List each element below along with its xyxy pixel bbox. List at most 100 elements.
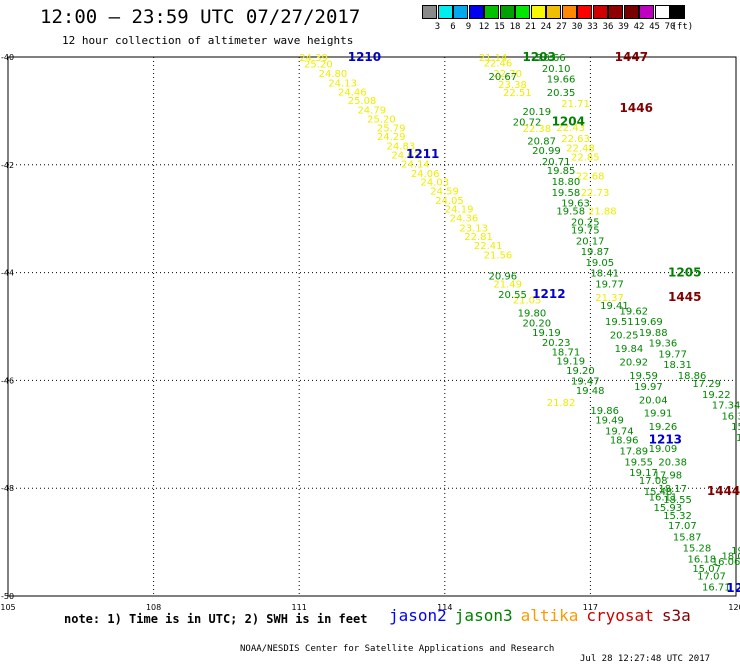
wave-height-value: 20.72 — [513, 118, 542, 129]
wave-height-value: 20.20 — [522, 319, 551, 330]
wave-height-value: 22.73 — [581, 188, 610, 199]
legend-label: 21 — [525, 22, 536, 32]
wave-height-value: 16.31 — [721, 411, 740, 422]
wave-height-value: 21.88 — [588, 207, 617, 218]
y-tick-label: -42 — [1, 161, 14, 170]
wave-height-value: 24.19 — [445, 204, 474, 215]
wave-height-value: 16.11 — [649, 492, 678, 503]
wave-height-value: 21.56 — [484, 250, 513, 261]
legend-label: 70 — [664, 22, 676, 32]
pass-number: 1212 — [532, 287, 565, 301]
legend-swatch — [577, 5, 592, 19]
wave-height-value: 22.41 — [474, 241, 503, 252]
wave-height-value: 19.09 — [649, 444, 678, 455]
wave-height-value: 22.46 — [484, 58, 513, 69]
wave-height-value: 25.08 — [348, 96, 377, 107]
wave-height-value: 24.06 — [411, 169, 440, 180]
wave-height-value: 20.17 — [576, 236, 605, 247]
legend-swatch — [561, 5, 577, 19]
wave-height-value: 21.37 — [595, 293, 624, 304]
pass-number: 1444 — [707, 484, 740, 498]
legend-label: 9 — [465, 22, 472, 32]
wave-height-value: 20.92 — [620, 358, 649, 369]
wave-height-value: 19.51 — [605, 317, 634, 328]
wave-height-value: 19.85 — [547, 166, 576, 177]
x-tick-label: 117 — [583, 603, 598, 612]
wave-height-value: 20.04 — [639, 395, 668, 406]
legend-label: 30 — [571, 22, 583, 32]
wave-height-value: 24.80 — [319, 69, 348, 80]
pass-number: 1206 — [726, 581, 740, 595]
wave-height-value: 22.43 — [556, 123, 585, 134]
legend-label: 18 — [509, 22, 521, 32]
wave-height-value: 17.89 — [620, 446, 649, 457]
satellite-jason2: jason2 — [389, 606, 447, 625]
wave-height-value: 19.05 — [586, 258, 615, 269]
wave-height-value: 18.00 — [721, 552, 740, 563]
legend-swatch — [437, 5, 453, 19]
wave-height-value: 19.19 — [532, 328, 561, 339]
legend-swatch — [608, 5, 623, 19]
y-tick-label: -44 — [1, 269, 14, 278]
x-tick-label: 120 — [728, 603, 740, 612]
wave-height-value: 16.71 — [702, 582, 731, 593]
satellite-altika: altika — [520, 606, 579, 625]
wave-height-value: 24.03 — [421, 178, 450, 189]
wave-height-value: 20.19 — [522, 107, 551, 118]
wave-height-value: 25.20 — [367, 114, 396, 125]
legend-label: 39 — [618, 22, 629, 32]
wave-height-value: 20.67 — [488, 72, 517, 83]
satellite-legend: jason2 jason3 altika cryosat s3a — [389, 606, 699, 625]
wave-height-value: 23.13 — [459, 223, 488, 234]
pass-number: 1211 — [406, 147, 439, 161]
wave-height-value: 20.55 — [498, 290, 527, 301]
legend-label: 36 — [602, 22, 614, 32]
wave-height-value: 19.77 — [658, 349, 687, 360]
wave-height-value: 15.70 — [731, 422, 740, 433]
legend-label: 6 — [450, 22, 456, 32]
wave-height-value: 19.75 — [571, 225, 600, 236]
y-tick-label: -50 — [1, 592, 14, 601]
wave-height-value: 21.82 — [547, 398, 576, 409]
wave-height-value: 24.13 — [328, 78, 357, 89]
wave-height-value: 25.20 — [304, 59, 333, 70]
wave-height-value: 15.32 — [663, 511, 692, 522]
wave-height-value: 16.18 — [687, 554, 716, 565]
wave-height-value: 19.26 — [649, 422, 678, 433]
wave-height-value: 22.38 — [522, 124, 551, 135]
wave-height-value: 19.66 — [547, 75, 576, 86]
legend-swatch — [484, 5, 499, 19]
pass-number: 1210 — [348, 50, 381, 64]
wave-height-value: 19.17 — [629, 468, 658, 479]
wave-height-value: 19.91 — [644, 409, 673, 420]
legend-unit: (ft) — [671, 22, 694, 32]
wave-height-value: 24.59 — [430, 187, 459, 198]
wave-height-value: 18.80 — [552, 177, 581, 188]
satellite-s3a: s3a — [661, 606, 691, 625]
wave-height-map[interactable]: 105 108 111 114 117 120 -40 -42 -44 -46 -48 -50 24.3… — [0, 0, 740, 650]
legend-swatch — [670, 5, 685, 19]
wave-height-value: 24.29 — [377, 132, 406, 143]
wave-height-value: 15.93 — [653, 503, 682, 514]
wave-height-value: 22.81 — [464, 232, 493, 243]
wave-height-value: 19.63 — [561, 199, 590, 210]
wave-height-value: 15.48 — [644, 487, 673, 498]
wave-height-value: 19.59 — [629, 371, 658, 382]
wave-height-value: 20.66 — [537, 53, 566, 64]
timestamp-text: Jul 28 12:27:48 UTC 2017 — [580, 654, 711, 664]
legend-swatch — [468, 5, 484, 19]
wave-height-value: 19.77 — [595, 279, 624, 290]
wave-height-value: 24.79 — [357, 105, 386, 116]
wave-height-value: 20.38 — [658, 457, 687, 468]
wave-height-value: 20.87 — [527, 137, 556, 148]
wave-height-value: 20.96 — [488, 271, 517, 282]
wave-height-value: 20.25 — [610, 331, 639, 342]
wave-height-value: 20.25 — [571, 217, 600, 228]
wave-height-value: 25.79 — [377, 124, 406, 135]
wave-height-value: 19.84 — [615, 344, 644, 355]
wave-height-value: 18.41 — [590, 269, 619, 280]
legend-swatch — [546, 5, 561, 19]
credit-line: NOAA/NESDIS Center for Satellite Applica… — [0, 634, 740, 664]
wave-height-value: 21.49 — [493, 279, 522, 290]
legend-swatch — [422, 5, 437, 19]
